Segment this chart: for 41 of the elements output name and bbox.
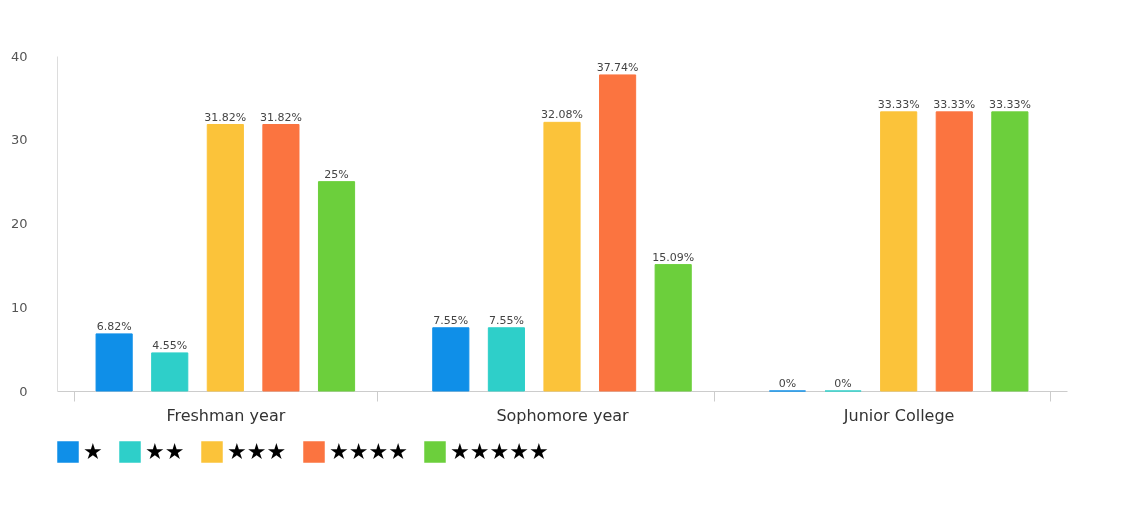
legend-label: ★★ (145, 439, 185, 464)
y-tick-label: 30 (10, 132, 28, 148)
x-tick-label: Sophomore year (496, 405, 630, 425)
data-label: 33.33% (988, 97, 1031, 111)
data-label: 25% (324, 167, 349, 181)
legend-label: ★★★★★ (450, 439, 549, 464)
data-label: 7.55% (433, 313, 469, 327)
bar (543, 121, 581, 392)
legend-label: ★★★★ (329, 439, 408, 464)
legend-label: ★★★ (227, 439, 287, 464)
bar (991, 111, 1029, 392)
bar (95, 333, 133, 392)
bar (487, 327, 525, 392)
bar (206, 124, 244, 392)
data-label: 6.82% (96, 319, 132, 333)
data-label: 7.55% (488, 313, 524, 327)
x-tick-label: Freshman year (166, 405, 286, 425)
data-label: 31.82% (259, 110, 302, 124)
x-tick-label: Junior College (842, 405, 955, 425)
bar (432, 327, 470, 392)
y-tick-label: 0 (19, 383, 28, 399)
y-tick-label: 40 (10, 48, 28, 64)
data-label: 37.74% (596, 60, 639, 74)
bar (654, 264, 692, 392)
data-label: 15.09% (652, 250, 695, 264)
data-label: 33.33% (933, 97, 976, 111)
legend-label: ★ (83, 439, 103, 464)
bar (599, 74, 637, 392)
data-label: 32.08% (541, 108, 583, 122)
bar (935, 111, 973, 392)
y-tick-label: 10 (10, 299, 28, 315)
data-label: 4.55% (152, 338, 188, 352)
bar (317, 181, 356, 392)
bar (880, 111, 918, 392)
data-label: 0% (834, 377, 852, 390)
y-tick-label: 20 (10, 216, 28, 231)
data-label: 31.82% (204, 110, 247, 124)
data-label: 0% (778, 377, 797, 390)
bar (151, 352, 189, 392)
data-label: 33.33% (877, 97, 920, 111)
bar (262, 124, 300, 392)
